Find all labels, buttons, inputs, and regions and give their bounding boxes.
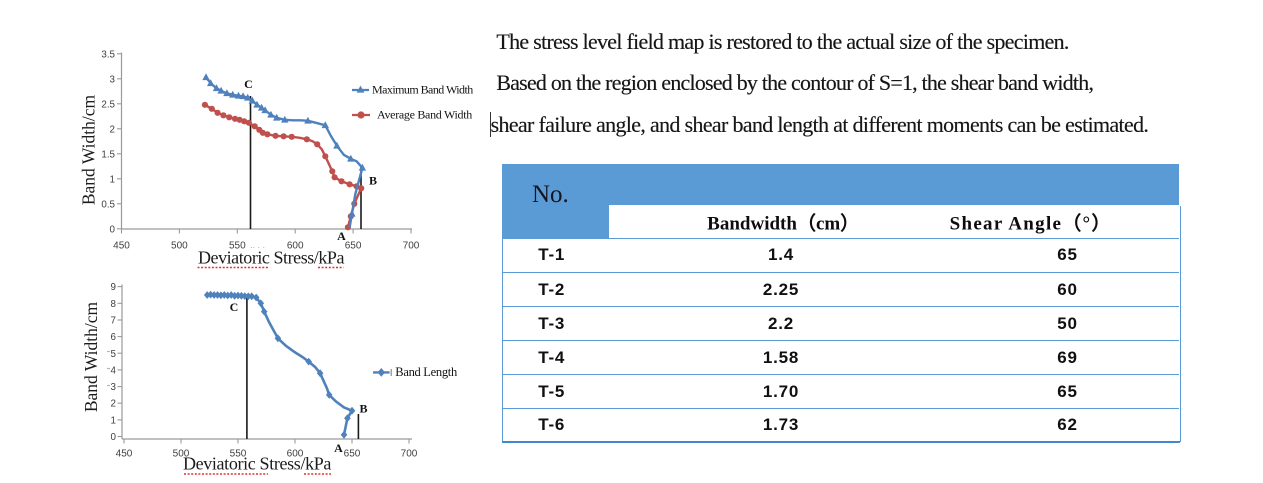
svg-text:A: A [334,441,343,455]
svg-text:700: 700 [403,241,420,252]
svg-text:450: 450 [116,449,133,460]
svg-text:Maximum Band Width: Maximum Band Width [372,83,473,97]
svg-text:500: 500 [171,241,188,252]
svg-text:600: 600 [287,241,304,252]
svg-text:3: 3 [111,382,117,393]
svg-text:0.5: 0.5 [101,199,115,210]
svg-text:700: 700 [401,449,418,460]
svg-text:Deviatoric Stress/kPa: Deviatoric Stress/kPa [183,454,331,474]
svg-text:3.5: 3.5 [101,49,115,60]
svg-text:B: B [359,402,367,416]
svg-text:A: A [337,229,346,243]
svg-text:B: B [369,174,377,188]
svg-text:.. . .: .. . . [250,240,265,250]
svg-text:650: 650 [345,241,362,252]
svg-text:3: 3 [110,74,116,85]
svg-text:600: 600 [287,449,304,460]
svg-text:9: 9 [111,282,116,293]
svg-text:Average Band Width: Average Band Width [377,108,472,122]
svg-text:650: 650 [344,449,361,460]
svg-text:4: 4 [111,365,117,376]
svg-text:550: 550 [230,449,247,460]
svg-text:550: 550 [229,241,246,252]
svg-text:Band Width/cm: Band Width/cm [81,301,101,412]
svg-text:Band Length: Band Length [395,365,458,379]
svg-text:1.5: 1.5 [101,149,115,160]
svg-text:450: 450 [113,241,130,252]
svg-text:0: 0 [110,224,116,235]
svg-text:500: 500 [173,449,190,460]
svg-text:Deviatoric Stress/kPa: Deviatoric Stress/kPa [198,248,344,268]
svg-text:2: 2 [110,124,115,135]
svg-text:Band Width/cm: Band Width/cm [79,94,99,205]
svg-text:C: C [230,300,239,314]
svg-text:2: 2 [111,399,116,410]
svg-text:5: 5 [111,349,117,360]
svg-text:1: 1 [111,415,116,426]
svg-text:C: C [244,77,253,91]
svg-text:0: 0 [111,432,117,443]
svg-text:1: 1 [110,174,115,185]
svg-text:6: 6 [111,332,117,343]
svg-text:8: 8 [111,299,117,310]
svg-text:2.5: 2.5 [101,99,115,110]
svg-text:7: 7 [111,316,116,327]
